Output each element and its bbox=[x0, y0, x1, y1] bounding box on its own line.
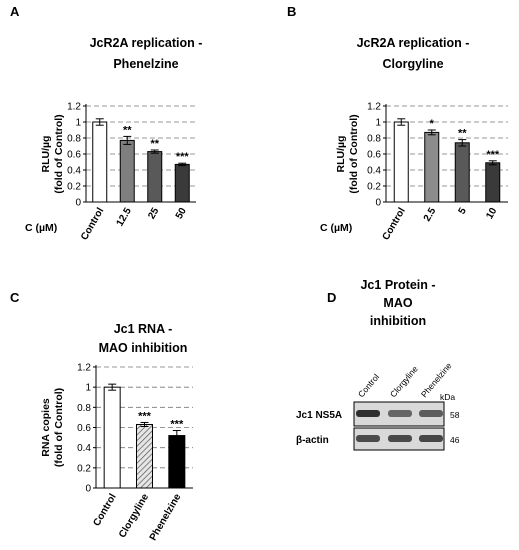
x-tick-label: Clorgyline bbox=[117, 492, 151, 540]
bar bbox=[393, 121, 409, 203]
y-tick-label: 1 bbox=[75, 118, 81, 129]
y-tick-label: 1 bbox=[375, 118, 381, 129]
significance-label: *** bbox=[138, 410, 152, 422]
kda-label: kDa bbox=[440, 392, 455, 402]
western-blot: D Jc1 Protein - MAO inhibition Control Clorgy… bbox=[296, 278, 460, 451]
bar bbox=[103, 386, 121, 489]
blot-row-label: Jc1 NS5A bbox=[296, 410, 342, 421]
y-axis-label-line: RNA copies bbox=[40, 398, 52, 457]
chart-panel-c: C Jc1 RNA - MAO inhibition 0 0.2 0.4 0.6 0.8 1 1.… bbox=[10, 290, 193, 543]
bar bbox=[147, 151, 163, 203]
x-tick-label: 25 bbox=[146, 206, 161, 222]
significance-label: *** bbox=[486, 149, 500, 161]
y-axis-label-line: RLU/µg bbox=[40, 136, 52, 173]
y-tick-label: 0.4 bbox=[77, 443, 91, 454]
bar bbox=[174, 163, 190, 203]
significance-label: *** bbox=[170, 419, 184, 431]
x-tick-label: 10 bbox=[484, 206, 499, 222]
y-axis-label-line: (fold of Control) bbox=[53, 388, 65, 467]
y-tick-label: 0.6 bbox=[67, 150, 81, 161]
y-axis-label-line: (fold of Control) bbox=[348, 114, 360, 193]
chart-title-line: Jc1 RNA - bbox=[114, 322, 173, 336]
chart-panel-b: B JcR2A replication - Clorgyline 0 0.2 0.4 0.6… bbox=[287, 4, 508, 242]
chart-title-line: MAO inhibition bbox=[99, 341, 188, 355]
panel-letter: A bbox=[10, 4, 20, 19]
x-tick-label: 2.5 bbox=[422, 206, 439, 224]
charts-layer: A JcR2A replication - Phenelzine 0 0.2 0.4 0.6… bbox=[10, 4, 508, 543]
y-tick-label: 0.8 bbox=[367, 134, 381, 145]
panel-letter: D bbox=[327, 290, 336, 305]
x-tick-label: 50 bbox=[174, 206, 189, 222]
x-tick-label: Phenelzine bbox=[148, 492, 184, 543]
significance-label: ** bbox=[150, 138, 159, 150]
chart-panel-a: A JcR2A replication - Phenelzine 0 0.2 0.4 0.6… bbox=[10, 4, 202, 242]
y-tick-label: 1 bbox=[85, 383, 91, 394]
chart-title: JcR2A replication - Phenelzine bbox=[90, 36, 203, 71]
blot-title: Jc1 Protein - MAO inhibition bbox=[360, 278, 435, 328]
kda-marker: 46 bbox=[450, 435, 460, 445]
y-tick-label: 0 bbox=[375, 198, 381, 209]
kda-marker: 58 bbox=[450, 410, 460, 420]
bar bbox=[119, 139, 135, 203]
significance-label: ** bbox=[123, 124, 132, 136]
blot-title-line: Jc1 Protein - bbox=[360, 278, 435, 292]
chart-title: Jc1 RNA - MAO inhibition bbox=[99, 322, 188, 355]
blot-band bbox=[388, 435, 412, 442]
y-tick-label: 0.2 bbox=[77, 463, 91, 474]
blot-band bbox=[419, 410, 443, 417]
x-tick-label: 5 bbox=[457, 206, 470, 217]
chart-title-line: Clorgyline bbox=[382, 57, 443, 71]
bar bbox=[168, 435, 186, 489]
bar bbox=[92, 121, 108, 203]
chart-title-line: Phenelzine bbox=[113, 57, 178, 71]
significance-label: * bbox=[430, 118, 435, 130]
y-tick-label: 0.6 bbox=[77, 423, 91, 434]
chart-title-line: JcR2A replication - bbox=[90, 36, 203, 50]
y-tick-label: 1.2 bbox=[67, 102, 81, 113]
panel-letter: B bbox=[287, 4, 296, 19]
y-tick-label: 0.4 bbox=[367, 166, 381, 177]
significance-label: ** bbox=[458, 128, 467, 140]
blot-band bbox=[388, 410, 412, 417]
y-tick-label: 0 bbox=[85, 484, 91, 495]
y-axis-label-line: RLU/µg bbox=[335, 136, 347, 173]
y-axis-label: RLU/µg(fold of Control) bbox=[335, 114, 360, 193]
x-tick-label: Control bbox=[381, 206, 408, 242]
x-tick-label: Control bbox=[79, 206, 106, 242]
y-tick-label: 0.2 bbox=[67, 182, 81, 193]
blot-title-line: MAO bbox=[383, 296, 412, 310]
blot-band bbox=[419, 435, 443, 442]
blot-row-label: β-actin bbox=[296, 435, 329, 446]
y-tick-label: 1.2 bbox=[367, 102, 381, 113]
bar bbox=[136, 423, 153, 489]
x-axis-label: C (µM) bbox=[320, 222, 352, 234]
blot-band bbox=[356, 410, 380, 417]
y-tick-label: 0.6 bbox=[367, 150, 381, 161]
bar bbox=[454, 142, 470, 203]
y-tick-label: 0.4 bbox=[67, 166, 81, 177]
panel-letter: C bbox=[10, 290, 20, 305]
x-tick-label: 12.5 bbox=[115, 206, 134, 229]
bar bbox=[485, 162, 501, 203]
y-tick-label: 0.8 bbox=[77, 403, 91, 414]
blot-title-line: inhibition bbox=[370, 314, 426, 328]
chart-title: JcR2A replication - Clorgyline bbox=[357, 36, 470, 71]
y-tick-label: 1.2 bbox=[77, 363, 91, 374]
blot-band bbox=[356, 435, 380, 442]
bar bbox=[424, 131, 440, 203]
y-tick-label: 0 bbox=[75, 198, 81, 209]
x-axis-label: C (µM) bbox=[25, 222, 57, 234]
y-tick-label: 0.8 bbox=[67, 134, 81, 145]
lane-label: Clorgyline bbox=[388, 364, 420, 400]
significance-label: *** bbox=[176, 151, 190, 163]
y-axis-label-line: (fold of Control) bbox=[53, 114, 65, 193]
x-tick-label: Control bbox=[91, 492, 118, 528]
y-axis-label: RLU/µg(fold of Control) bbox=[40, 114, 65, 193]
lane-label: Control bbox=[356, 372, 381, 400]
y-axis-label: RNA copies(fold of Control) bbox=[40, 388, 65, 467]
y-tick-label: 0.2 bbox=[367, 182, 381, 193]
chart-title-line: JcR2A replication - bbox=[357, 36, 470, 50]
